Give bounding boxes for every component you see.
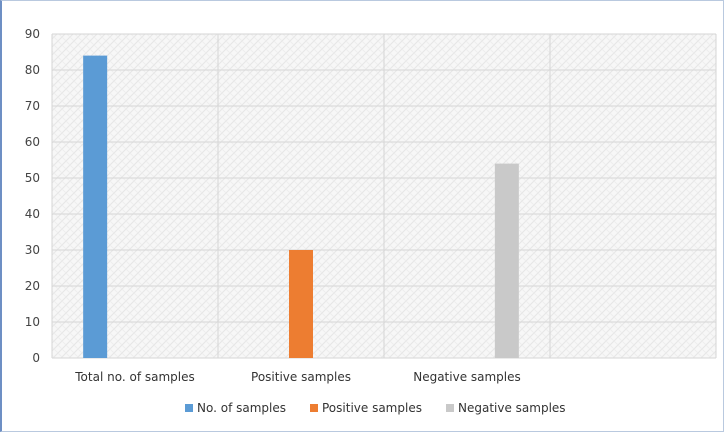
- y-tick-label: 70: [25, 99, 40, 113]
- x-category-label: Positive samples: [251, 370, 351, 384]
- gridlines: [51, 33, 717, 359]
- y-axis: 0 10 20 30 40 50 60 70 80 90: [25, 27, 40, 365]
- legend: No. of samples Positive samples Negative s…: [185, 401, 566, 415]
- bars: [83, 55, 519, 358]
- legend-label: Positive samples: [322, 401, 422, 415]
- bar-negative-samples: [494, 163, 519, 358]
- legend-swatch: [310, 404, 318, 412]
- y-tick-label: 30: [25, 243, 40, 257]
- legend-swatch: [185, 404, 193, 412]
- y-tick-label: 60: [25, 135, 40, 149]
- x-category-label: Negative samples: [413, 370, 521, 384]
- bar-no-of-samples: [83, 55, 108, 358]
- x-axis: Total no. of samples Positive samples Nega…: [74, 370, 521, 384]
- y-tick-label: 50: [25, 171, 40, 185]
- y-tick-label: 0: [32, 351, 40, 365]
- y-tick-label: 20: [25, 279, 40, 293]
- bar-positive-samples: [289, 250, 313, 358]
- y-tick-label: 10: [25, 315, 40, 329]
- x-category-label: Total no. of samples: [74, 370, 194, 384]
- y-tick-label: 80: [25, 63, 40, 77]
- y-tick-label: 40: [25, 207, 40, 221]
- legend-label: Negative samples: [458, 401, 566, 415]
- legend-swatch: [446, 404, 454, 412]
- legend-label: No. of samples: [197, 401, 286, 415]
- y-tick-label: 90: [25, 27, 40, 41]
